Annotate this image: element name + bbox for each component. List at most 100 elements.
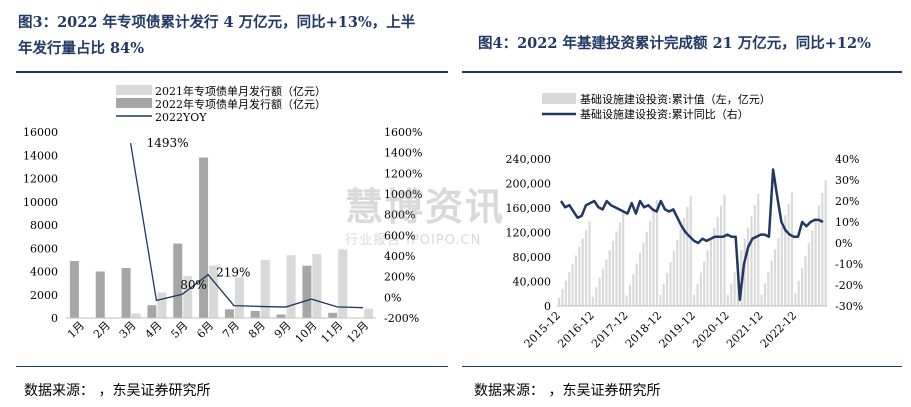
- cumulative-bar: [666, 272, 669, 306]
- y-tick-label: 8000: [30, 219, 58, 232]
- bar-2021: [260, 259, 270, 318]
- left-chart-title: 图3：2022 年专项债累计发行 4 万亿元，同比+13%，上半 年发行量占比 …: [18, 10, 448, 62]
- legend-label: 2021年专项债单月发行额（亿元）: [155, 84, 326, 98]
- bar-2022: [276, 314, 286, 318]
- cumulative-bar: [716, 216, 719, 306]
- y2-tick-label: 1000%: [384, 188, 422, 201]
- bar-2021: [183, 276, 193, 318]
- cumulative-bar: [564, 280, 567, 306]
- yoy-line: [129, 142, 364, 309]
- cumulative-bar: [645, 231, 648, 306]
- annotation-label: 80%: [180, 278, 207, 292]
- right-chart-panel: 基础设施建设投资:累计值（左，亿元） 基础设施建设投资:累计同比（右） 0 40,00…: [462, 77, 902, 361]
- cumulative-bar: [615, 231, 618, 306]
- cumulative-bar: [706, 250, 709, 306]
- cumulative-bar: [693, 294, 696, 306]
- cumulative-bar: [824, 180, 827, 306]
- y2-tick-label: 20%: [835, 195, 859, 208]
- y-tick-label: 2000: [30, 289, 58, 302]
- y2-tick-label: 30%: [835, 174, 859, 187]
- y2-tick-label: 40%: [835, 153, 859, 166]
- cumulative-bar: [578, 246, 581, 306]
- y-tick-label: 240,000: [506, 153, 552, 166]
- cumulative-bar: [804, 255, 807, 306]
- cumulative-bar: [713, 227, 716, 306]
- cumulative-bar: [662, 283, 665, 306]
- cumulative-bar: [635, 263, 638, 306]
- cumulative-bar: [628, 284, 632, 306]
- cumulative-bar: [777, 238, 780, 306]
- bar-2022: [199, 157, 209, 318]
- y2-tick-label: 600%: [384, 229, 415, 242]
- bar-2022: [250, 311, 260, 318]
- cumulative-bar: [817, 205, 821, 306]
- cumulative-bar: [787, 204, 790, 306]
- y2-tick-label: 200%: [384, 271, 415, 284]
- x-tick-label: 2017-12: [589, 309, 631, 351]
- x-tick-label: 1月: [65, 319, 87, 341]
- cumulative-bar: [814, 218, 817, 306]
- x-tick-label: 7月: [220, 319, 242, 341]
- cumulative-bar: [574, 255, 578, 306]
- bar-2021: [157, 292, 167, 318]
- cumulative-bar: [774, 249, 777, 306]
- right-bottom-rule: [462, 366, 902, 367]
- cumulative-bar: [659, 294, 662, 306]
- x-tick-label: 2020-12: [690, 309, 732, 351]
- left-title-line1: 图3：2022 年专项债累计发行 4 万亿元，同比+13%，上半: [18, 14, 416, 31]
- x-tick-label: 3月: [117, 319, 139, 341]
- cumulative-bar: [618, 222, 621, 306]
- y-tick-label: 200,000: [506, 178, 552, 191]
- y-tick-label: 40,000: [513, 276, 552, 289]
- cumulative-bar: [696, 283, 699, 306]
- right-chart-title: 图4：2022 年基建投资累计完成额 21 万亿元，同比+12%: [478, 35, 871, 52]
- cumulative-bar: [770, 260, 773, 306]
- cumulative-bar: [601, 268, 605, 306]
- bar-2021: [234, 277, 244, 318]
- x-tick-label: 9月: [272, 319, 294, 341]
- cumulative-bar: [622, 212, 625, 306]
- cumulative-bar: [585, 229, 588, 306]
- y-tick-label: 0: [544, 300, 551, 313]
- legend-swatch: [116, 85, 152, 95]
- y2-tick-label: 10%: [835, 216, 859, 229]
- cumulative-bar: [780, 226, 783, 306]
- legend-label: 2022年专项债单月发行额（亿元）: [155, 97, 326, 111]
- cumulative-bar: [649, 221, 652, 306]
- cumulative-bar: [821, 192, 824, 306]
- cumulative-bar: [726, 294, 729, 306]
- cumulative-bar: [679, 228, 682, 306]
- y2-tick-label: 1600%: [384, 126, 422, 139]
- bar-2022: [328, 312, 338, 318]
- cumulative-bar: [652, 210, 655, 306]
- bar-2021: [131, 313, 141, 318]
- left-title-rule: [16, 71, 448, 73]
- bar-2021: [338, 249, 348, 318]
- cumulative-bar: [558, 297, 561, 306]
- cumulative-bar: [581, 238, 584, 306]
- x-tick-label: 10月: [293, 319, 320, 346]
- cumulative-bar: [767, 272, 770, 306]
- cumulative-bar: [801, 268, 804, 306]
- y-tick-label: 4000: [30, 266, 58, 279]
- bar-2022: [121, 268, 131, 318]
- x-tick-label: 4月: [143, 319, 165, 341]
- cumulative-bar: [588, 221, 591, 306]
- y2-tick-label: -20%: [835, 279, 863, 292]
- legend-label: 基础设施建设投资:累计值（左，亿元）: [580, 92, 771, 106]
- y2-tick-label: -30%: [835, 300, 863, 313]
- y2-tick-label: 1400%: [384, 147, 422, 160]
- cumulative-bar: [760, 294, 763, 306]
- cumulative-bar: [763, 283, 767, 306]
- yoy-line: [559, 168, 824, 301]
- cumulative-bar: [790, 192, 794, 306]
- bar-2022: [69, 261, 79, 318]
- x-tick-label: 6月: [194, 319, 216, 341]
- x-tick-label: 2021-12: [724, 309, 766, 351]
- cumulative-bar: [743, 238, 746, 306]
- cumulative-bar: [723, 194, 726, 306]
- cumulative-bar: [720, 205, 723, 306]
- cumulative-bar: [605, 259, 608, 306]
- cumulative-bar: [639, 253, 642, 306]
- bar-2022: [95, 271, 105, 318]
